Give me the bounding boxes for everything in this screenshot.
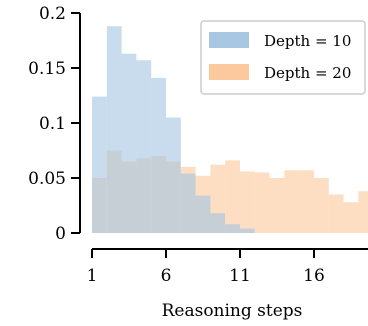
bar-depth-20-bin-17 <box>328 194 344 233</box>
x-tick-label: 6 <box>161 266 172 286</box>
legend-label-depth-10: Depth = 10 <box>264 32 351 50</box>
legend-label-depth-20: Depth = 20 <box>264 64 351 82</box>
bar-depth-10-bin-5 <box>151 77 166 234</box>
x-axis-ticks: 1 6 11 16 <box>87 249 325 286</box>
bar-depth-10-bin-9 <box>210 213 226 233</box>
bar-depth-20-bin-14 <box>284 170 300 233</box>
y-tick-label: 0.1 <box>39 114 66 134</box>
x-axis-title: Reasoning steps <box>162 301 303 321</box>
bar-depth-20-bin-13 <box>269 178 285 233</box>
bar-depth-10-bin-11 <box>240 228 255 233</box>
bar-depth-20-bin-15 <box>299 170 314 233</box>
y-axis-ticks: 0 0.05 0.1 0.15 0.2 <box>28 4 80 244</box>
y-tick-label: 0.05 <box>28 169 66 189</box>
bar-depth-20-bin-11 <box>240 171 255 233</box>
legend: Depth = 10 Depth = 20 <box>200 20 366 95</box>
y-tick-label: 0.2 <box>39 4 66 24</box>
legend-swatch-depth-20 <box>209 64 249 80</box>
bar-depth-20-bin-18 <box>343 202 359 233</box>
y-tick-label: 0 <box>55 224 66 244</box>
x-tick-label: 16 <box>303 266 325 286</box>
bar-depth-10-bin-8 <box>195 195 211 233</box>
bar-depth-20-bin-12 <box>254 172 270 233</box>
x-tick-label: 11 <box>229 266 251 286</box>
bar-depth-10-bin-3 <box>121 53 137 234</box>
bar-depth-20-bin-19 <box>358 191 368 233</box>
bar-depth-10-bin-4 <box>136 60 152 233</box>
bar-depth-20-bin-16 <box>314 178 329 233</box>
bar-depth-10-bin-6 <box>166 117 181 233</box>
y-tick-label: 0.15 <box>28 59 66 79</box>
bar-depth-20-bin-10 <box>225 160 240 233</box>
x-tick-label: 1 <box>87 266 98 286</box>
bar-depth-10-bin-7 <box>180 173 196 233</box>
legend-swatch-depth-10 <box>209 32 249 48</box>
series-depth-10-bars <box>92 26 255 234</box>
bar-depth-10-bin-10 <box>225 224 240 233</box>
bar-depth-10-bin-2 <box>106 26 122 234</box>
bar-depth-10-bin-1 <box>92 96 107 233</box>
